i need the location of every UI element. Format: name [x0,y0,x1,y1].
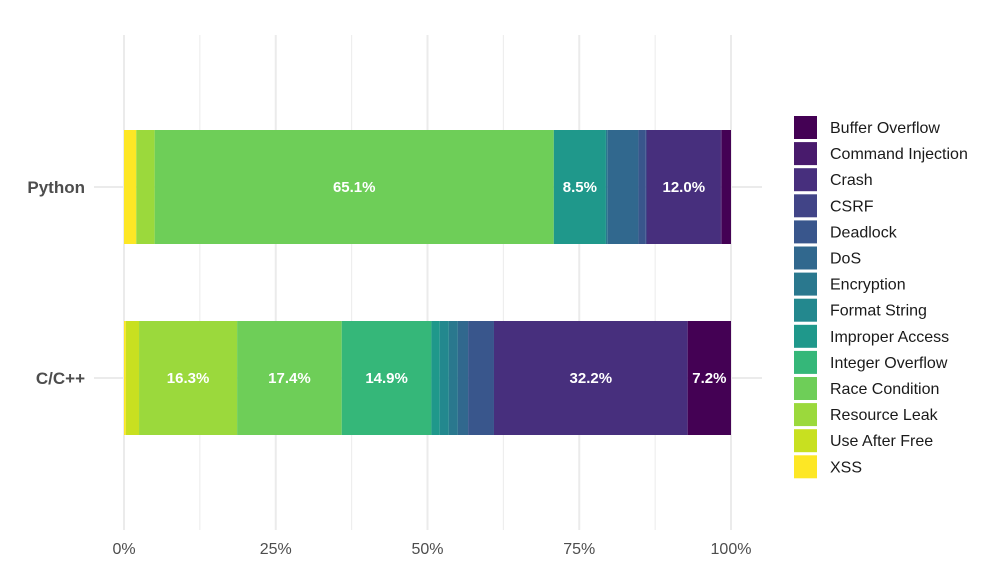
data-label: 32.2% [570,370,613,387]
bar-segment-c-c-use-after-free [125,321,140,435]
bars [124,130,731,435]
legend-key-crash [794,168,817,192]
legend-key-dos [794,246,817,270]
legend-label-deadlock: Deadlock [830,224,898,241]
legend-key-integer-overflow [794,350,817,374]
data-label: 14.9% [365,370,408,387]
legend-label-race-condition: Race Condition [830,381,939,398]
data-label: 7.2% [692,370,726,387]
legend-label-resource-leak: Resource Leak [830,407,939,424]
x-tick-label: 0% [112,541,135,558]
bar-segment-python-dos [607,130,639,244]
legend-key-csrf [794,194,817,218]
legend-key-use-after-free [794,429,817,453]
bar-segment-c-c-xss [124,321,126,435]
data-label: 8.5% [563,179,597,196]
category-label-c-c: C/C++ [36,369,85,388]
legend-key-resource-leak [794,403,817,427]
bar-segment-c-c-deadlock [468,321,494,435]
legend-label-format-string: Format String [830,303,927,320]
bar-segment-c-c-resource-leak [139,321,238,435]
bar-segment-c-c-crash [493,321,688,435]
gridlines [94,35,762,530]
legend-label-xss: XSS [830,459,862,476]
legend-label-command-injection: Command Injection [830,146,968,163]
legend-key-encryption [794,272,817,296]
legend-label-csrf: CSRF [830,198,874,215]
bar-segment-c-c-integer-overflow [341,321,432,435]
category-label-python: Python [27,178,85,197]
bar-segment-python-csrf [645,130,648,244]
bar-segment-python-deadlock [638,130,646,244]
legend-key-deadlock [794,220,817,244]
data-label: 16.3% [167,370,210,387]
bar-segment-python-race-condition [154,130,554,244]
bar-segment-python-crash [647,130,721,244]
x-axis-ticks: 0% 25% 50% 75% 100% [112,541,751,558]
bar-segment-c-c-encryption [448,321,458,435]
legend-key-race-condition [794,377,817,400]
legend-key-buffer-overflow [794,116,817,139]
legend-label-buffer-overflow: Buffer Overflow [830,120,940,137]
bar-segment-python-command-injection [720,130,722,244]
x-tick-label: 75% [563,541,595,558]
bar-segment-c-c-format-string [439,321,449,435]
legend-label-improper-access: Improper Access [830,329,949,346]
legend-label-use-after-free: Use After Free [830,433,933,450]
data-label: 12.0% [663,179,706,196]
x-tick-label: 100% [711,541,752,558]
bar-segment-python-encryption [605,130,608,244]
bar-segment-c-c-dos [457,321,469,435]
bar-segment-python-buffer-overflow [721,130,731,244]
legend-key-format-string [794,298,817,322]
legend: Buffer Overflow Command Injection Crash CSR… [794,116,968,479]
bar-segment-python-resource-leak [136,130,155,244]
x-tick-label: 50% [411,541,443,558]
bar-segment-c-c-improper-access [431,321,440,435]
segment-labels: 65.1% 8.5% 12.0% 16.3% 17.4% 14.9% 32.2% 7.2% [167,179,727,387]
legend-key-improper-access [794,324,817,348]
legend-label-crash: Crash [830,172,873,189]
legend-label-encryption: Encryption [830,277,906,294]
bar-segment-python-improper-access [553,130,606,244]
legend-label-integer-overflow: Integer Overflow [830,355,948,372]
bar-segment-c-c-race-condition [237,321,342,435]
data-label: 17.4% [268,370,311,387]
legend-key-command-injection [794,142,817,166]
x-tick-label: 25% [260,541,292,558]
data-label: 65.1% [333,179,376,196]
legend-key-xss [794,455,817,479]
bar-segment-python-xss [124,130,137,244]
legend-label-dos: DoS [830,251,861,268]
bar-segment-c-c-buffer-overflow [687,321,731,435]
